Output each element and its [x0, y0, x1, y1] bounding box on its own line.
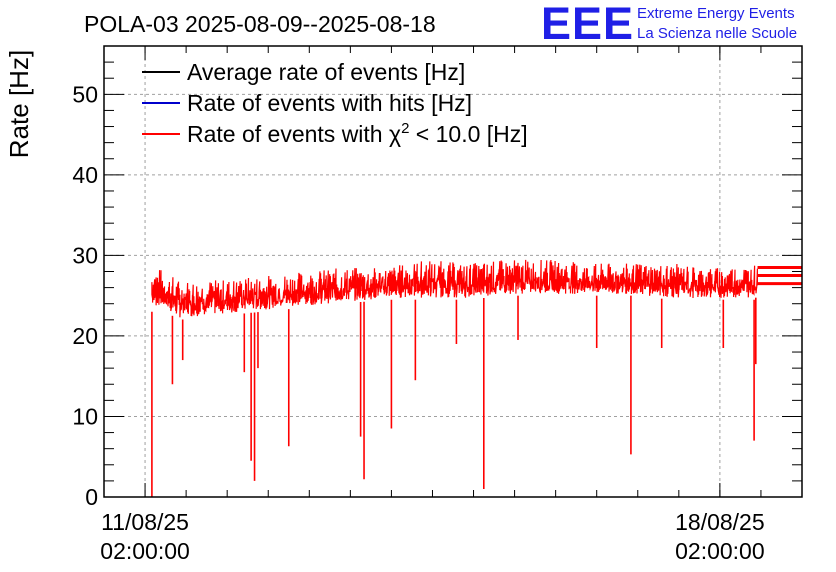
series-chi2-line [151, 259, 758, 318]
legend-label-chi2-prefix: Rate of events with χ [187, 121, 401, 147]
x-tick-label-time: 02:00:00 [675, 538, 765, 564]
legend: Average rate of events [Hz] Rate of even… [142, 59, 528, 147]
legend-label-hits: Rate of events with hits [Hz] [187, 90, 472, 116]
y-tick-label: 0 [85, 484, 98, 510]
legend-label-chi2: Rate of events with χ2 < 10.0 [Hz] [187, 120, 528, 147]
brand-line-2: La Scienza nelle Scuole [637, 25, 797, 42]
chart-title: POLA-03 2025-08-09--2025-08-18 [84, 11, 436, 37]
y-axis-label: Rate [Hz] [4, 50, 34, 158]
tick-layer: 0 10 20 30 40 50 11/08/25 02:00:00 18/08/25 02:00… [72, 45, 803, 564]
x-tick-label-date: 18/08/25 [675, 509, 765, 535]
x-tick-label-time: 02:00:00 [100, 538, 190, 564]
brand-line-1: Extreme Energy Events [637, 5, 795, 22]
y-tick-label: 40 [72, 162, 98, 188]
y-tick-label: 30 [72, 242, 98, 268]
data-layer [151, 259, 802, 497]
y-tick-label: 20 [72, 323, 98, 349]
legend-label-average: Average rate of events [Hz] [187, 59, 465, 85]
grid-layer [104, 46, 802, 497]
x-tick-label-date: 11/08/25 [101, 509, 189, 535]
legend-label-chi2-sup: 2 [401, 120, 409, 137]
legend-label-chi2-suffix: < 10.0 [Hz] [409, 121, 527, 147]
eee-logo-mark: EEE [541, 0, 634, 49]
y-tick-label: 10 [72, 403, 98, 429]
y-tick-label: 50 [72, 81, 98, 107]
eee-logo: EEE Extreme Energy Events La Scienza nel… [541, 0, 797, 49]
